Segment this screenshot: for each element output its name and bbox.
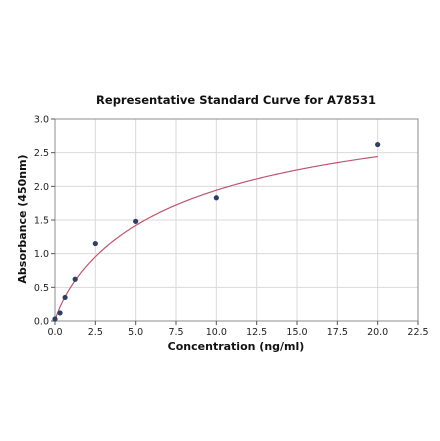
data-point bbox=[133, 218, 139, 224]
grid-lines bbox=[54, 118, 419, 322]
fit-curve bbox=[54, 155, 378, 322]
x-tick-label: 20.0 bbox=[367, 327, 388, 338]
x-tick-label: 5.0 bbox=[128, 327, 143, 338]
x-tick-label: 10.0 bbox=[206, 327, 227, 338]
x-tick-label: 17.5 bbox=[327, 327, 348, 338]
axis-ticks: 0.0 2.5 5.0 7.5 10.0 12.5 15.0 17.5 20.0 22.5 0.0 0… bbox=[34, 115, 429, 339]
data-point bbox=[375, 141, 381, 148]
data-point bbox=[72, 276, 78, 282]
y-tick-label: 2.0 bbox=[34, 182, 49, 193]
x-tick-label: 22.5 bbox=[407, 327, 428, 338]
y-axis-label: Absorbance (450nm) bbox=[16, 154, 29, 283]
y-tick-label: 0.0 bbox=[34, 317, 49, 328]
x-axis-label: Concentration (ng/ml) bbox=[168, 340, 305, 353]
x-tick-label: 15.0 bbox=[286, 327, 307, 338]
fit-curve-group bbox=[54, 155, 378, 322]
y-tick-label: 1.0 bbox=[34, 249, 49, 260]
x-tick-label: 7.5 bbox=[168, 327, 183, 338]
y-tick-label: 1.5 bbox=[34, 216, 49, 227]
y-tick-label: 0.5 bbox=[34, 283, 49, 294]
chart-title: Representative Standard Curve for A78531 bbox=[96, 93, 376, 107]
x-tick-label: 0.0 bbox=[47, 327, 62, 338]
data-point bbox=[92, 240, 98, 247]
x-tick-label: 2.5 bbox=[88, 327, 103, 338]
data-point bbox=[62, 294, 68, 301]
data-point bbox=[213, 195, 219, 201]
y-tick-label: 2.5 bbox=[34, 148, 49, 159]
y-tick-label: 3.0 bbox=[34, 115, 49, 126]
data-point bbox=[57, 310, 63, 316]
data-points bbox=[52, 141, 381, 322]
data-point bbox=[52, 316, 58, 322]
x-tick-label: 12.5 bbox=[246, 327, 267, 338]
